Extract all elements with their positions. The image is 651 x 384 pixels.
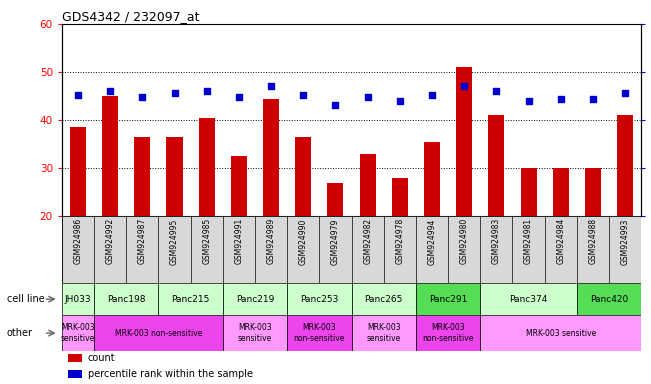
Bar [617,115,633,216]
Text: cell line: cell line [7,294,44,304]
Bar [287,283,352,315]
Text: MRK-003
sensitive: MRK-003 sensitive [61,323,95,343]
Point [588,96,598,102]
Text: Panc219: Panc219 [236,295,274,304]
Point [234,94,244,100]
Bar [62,283,94,315]
Bar [231,156,247,216]
Text: Panc265: Panc265 [365,295,403,304]
Bar [134,137,150,216]
Bar [223,315,287,351]
Point [363,94,373,100]
Bar [488,115,505,216]
Bar [480,315,641,351]
Text: percentile rank within the sample: percentile rank within the sample [88,369,253,379]
Point [202,88,212,94]
Text: GSM924994: GSM924994 [428,218,437,265]
Bar [102,96,118,216]
Point [491,88,501,94]
Bar [199,118,215,216]
Text: GSM924987: GSM924987 [138,218,147,265]
Text: GSM924982: GSM924982 [363,218,372,264]
Bar [62,315,94,351]
Text: Panc215: Panc215 [171,295,210,304]
Point [459,83,469,89]
Text: GSM924980: GSM924980 [460,218,469,265]
Point [266,83,276,89]
Bar [158,283,223,315]
Text: GSM924985: GSM924985 [202,218,211,265]
Text: JH033: JH033 [64,295,91,304]
Bar [392,178,408,216]
Bar [585,168,601,216]
Text: MRK-003
sensitive: MRK-003 sensitive [238,323,272,343]
Text: GSM924991: GSM924991 [234,218,243,265]
Bar [68,354,82,362]
Text: Panc253: Panc253 [300,295,339,304]
Bar [359,154,376,216]
Bar [352,315,416,351]
Bar [352,283,416,315]
Bar [424,142,440,216]
Bar [416,283,480,315]
Bar [521,168,536,216]
Text: GSM924990: GSM924990 [299,218,308,265]
Text: Panc374: Panc374 [509,295,547,304]
Bar [167,137,182,216]
Bar [416,315,480,351]
Point [555,96,566,102]
Bar [327,183,344,216]
Point [523,98,534,104]
Point [330,102,340,108]
Text: Panc198: Panc198 [107,295,145,304]
Bar [287,315,352,351]
Bar [456,68,472,216]
Bar [94,315,223,351]
Bar [577,283,641,315]
Text: MRK-003
non-sensitive: MRK-003 non-sensitive [422,323,474,343]
Text: GSM924981: GSM924981 [524,218,533,264]
Text: MRK-003 sensitive: MRK-003 sensitive [525,329,596,338]
Text: GSM924995: GSM924995 [170,218,179,265]
Text: MRK-003
sensitive: MRK-003 sensitive [367,323,401,343]
Point [105,88,115,94]
Text: GSM924978: GSM924978 [395,218,404,265]
Text: GSM924993: GSM924993 [620,218,630,265]
Bar [68,370,82,378]
Text: Panc291: Panc291 [429,295,467,304]
Bar [263,99,279,216]
Text: GSM924986: GSM924986 [74,218,83,265]
Text: GSM924983: GSM924983 [492,218,501,265]
Text: other: other [7,328,33,338]
Point [620,90,630,96]
Text: count: count [88,353,115,363]
Bar [94,283,158,315]
Text: GDS4342 / 232097_at: GDS4342 / 232097_at [62,10,199,23]
Point [395,98,405,104]
Text: GSM924988: GSM924988 [589,218,598,264]
Bar [70,127,86,216]
Text: GSM924984: GSM924984 [556,218,565,265]
Point [298,92,309,98]
Text: GSM924979: GSM924979 [331,218,340,265]
Bar [480,283,577,315]
Bar [553,168,569,216]
Point [137,94,148,100]
Text: Panc420: Panc420 [590,295,628,304]
Text: GSM924989: GSM924989 [266,218,275,265]
Bar [295,137,311,216]
Text: MRK-003
non-sensitive: MRK-003 non-sensitive [294,323,345,343]
Point [169,90,180,96]
Bar [223,283,287,315]
Point [73,92,83,98]
Text: MRK-003 non-sensitive: MRK-003 non-sensitive [115,329,202,338]
Point [427,92,437,98]
Text: GSM924992: GSM924992 [105,218,115,265]
